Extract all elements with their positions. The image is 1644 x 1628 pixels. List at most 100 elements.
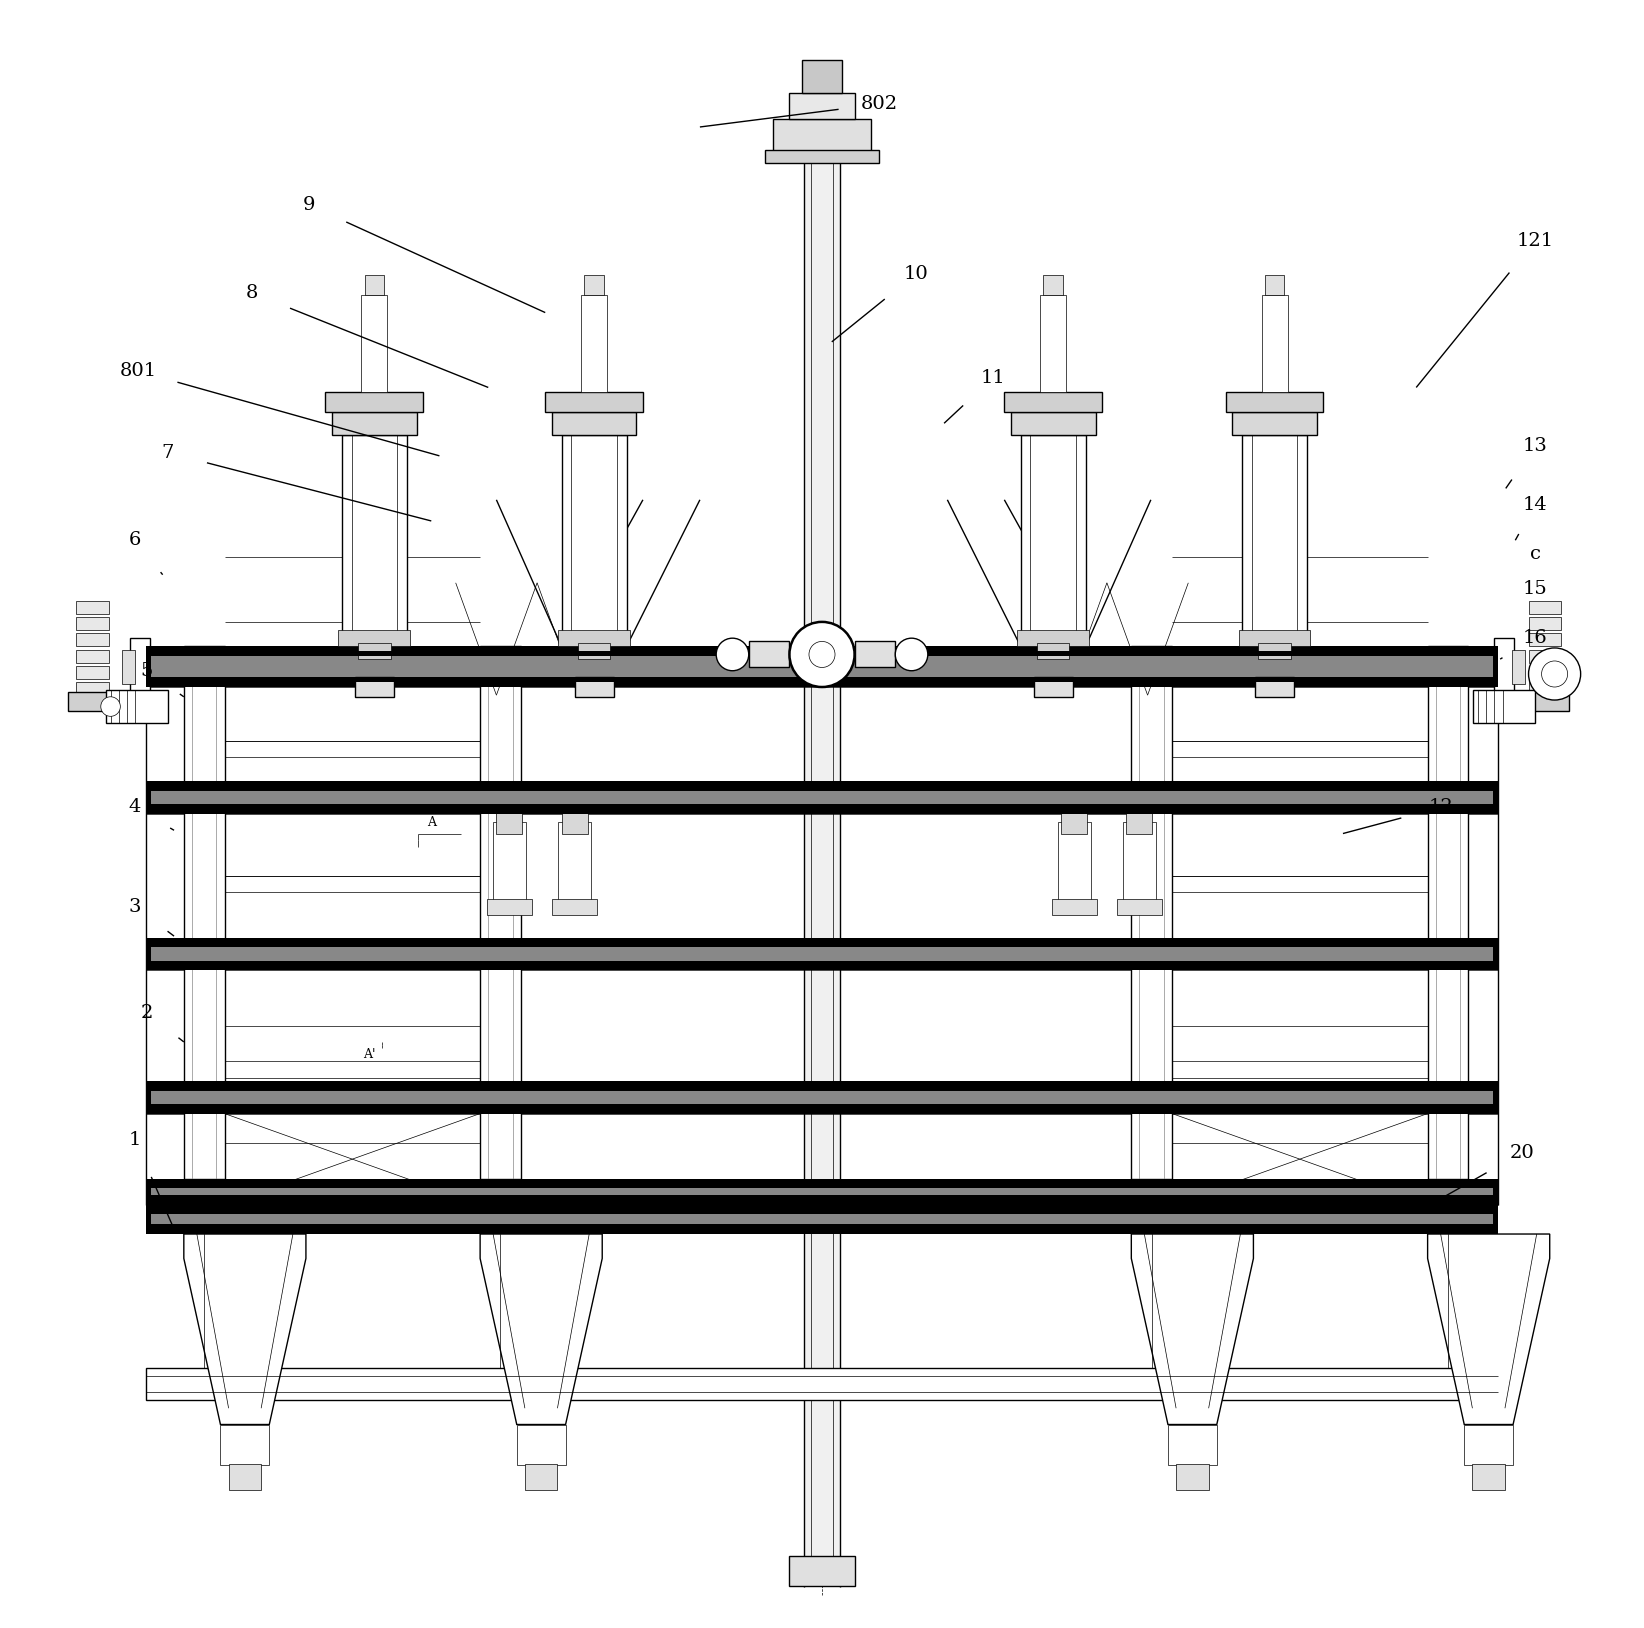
Bar (1494, 638, 1514, 695)
Bar (1052, 899, 1097, 915)
Bar (562, 807, 587, 834)
Circle shape (717, 638, 748, 671)
Bar (1473, 690, 1535, 723)
Bar (1264, 275, 1284, 295)
Text: 4: 4 (128, 798, 141, 817)
Bar (151, 651, 1493, 656)
Bar (1059, 822, 1090, 904)
Bar (184, 646, 225, 1179)
Bar (1131, 646, 1172, 1179)
Bar (151, 1086, 1493, 1109)
Bar (76, 633, 109, 646)
Bar (855, 641, 896, 667)
Bar (1254, 677, 1294, 697)
Bar (1004, 392, 1101, 412)
Bar (1529, 650, 1562, 663)
Bar (332, 412, 416, 435)
Polygon shape (480, 1234, 602, 1424)
Text: A': A' (363, 1048, 376, 1061)
Bar (151, 651, 1493, 682)
Bar (1034, 677, 1074, 697)
Bar (552, 899, 597, 915)
Bar (559, 630, 630, 646)
Circle shape (789, 622, 855, 687)
Bar (516, 1424, 566, 1465)
Bar (480, 646, 521, 1179)
Bar (802, 60, 842, 93)
Text: 3: 3 (128, 897, 141, 917)
Bar (1062, 807, 1087, 834)
Bar (151, 1210, 1493, 1229)
Text: 8: 8 (247, 283, 258, 303)
Bar (804, 143, 840, 1560)
Bar (151, 1184, 1493, 1188)
Bar (146, 1205, 1498, 1234)
Bar (76, 650, 109, 663)
Bar (69, 692, 117, 711)
Bar (76, 601, 109, 614)
Bar (76, 666, 109, 679)
Bar (574, 677, 613, 697)
Bar (1258, 643, 1291, 659)
Bar (1175, 1464, 1208, 1490)
Bar (1473, 1464, 1504, 1490)
Bar (1427, 646, 1468, 1179)
Bar (1529, 601, 1562, 614)
Text: 121: 121 (1516, 231, 1554, 251)
Circle shape (1542, 661, 1568, 687)
Bar (1018, 630, 1088, 646)
Bar (365, 275, 385, 295)
Bar (105, 690, 168, 723)
Bar (151, 1210, 1493, 1214)
Bar (789, 93, 855, 119)
Bar (339, 630, 409, 646)
Text: 13: 13 (1522, 436, 1547, 456)
Bar (487, 899, 533, 915)
Bar (789, 1556, 855, 1586)
Text: 16: 16 (1522, 628, 1547, 648)
Text: A: A (427, 816, 436, 829)
Text: 5: 5 (140, 661, 153, 681)
Text: 15: 15 (1522, 580, 1547, 599)
Bar (151, 1224, 1493, 1229)
Bar (493, 822, 526, 904)
Bar (146, 646, 1498, 687)
Bar (151, 1184, 1493, 1200)
Bar (1116, 899, 1162, 915)
Bar (151, 961, 1493, 965)
Polygon shape (1131, 1234, 1253, 1424)
Text: 6: 6 (128, 531, 141, 550)
Bar (358, 643, 391, 659)
Bar (1240, 630, 1310, 646)
Bar (764, 150, 880, 163)
Text: 801: 801 (120, 361, 156, 381)
Bar (362, 295, 388, 392)
Bar (559, 822, 590, 904)
Bar (151, 786, 1493, 809)
Bar (220, 1424, 270, 1465)
Bar (1521, 692, 1570, 711)
Text: 10: 10 (904, 264, 929, 283)
Bar (122, 650, 135, 684)
Bar (151, 677, 1493, 682)
Circle shape (809, 641, 835, 667)
Bar (151, 1104, 1493, 1109)
Bar (1465, 1424, 1512, 1465)
Text: 2: 2 (140, 1003, 153, 1022)
Text: 20: 20 (1509, 1143, 1534, 1162)
Bar (546, 392, 643, 412)
Bar (151, 804, 1493, 809)
Circle shape (100, 697, 120, 716)
Bar (146, 1179, 1498, 1205)
Bar (1044, 275, 1064, 295)
Bar (1241, 435, 1307, 646)
Bar (1167, 1424, 1217, 1465)
Bar (355, 677, 395, 697)
Bar (151, 943, 1493, 965)
Bar (151, 1086, 1493, 1091)
Bar (1529, 633, 1562, 646)
Text: 14: 14 (1522, 495, 1547, 514)
Bar (748, 641, 789, 667)
Text: 802: 802 (860, 94, 898, 114)
Bar (496, 807, 523, 834)
